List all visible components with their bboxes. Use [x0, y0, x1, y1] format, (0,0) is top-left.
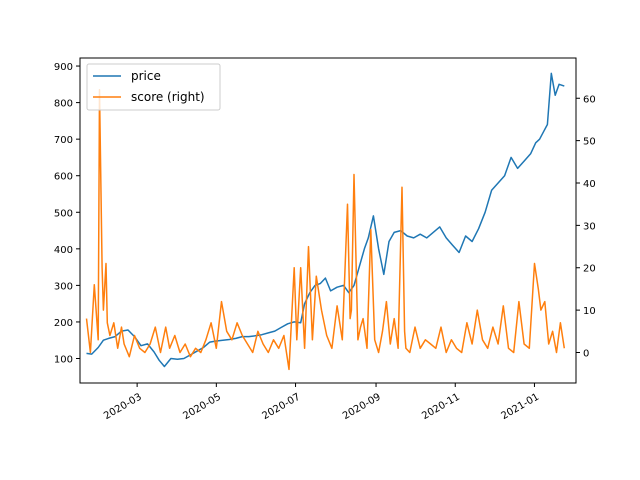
- y-tick-label: 800: [54, 99, 73, 110]
- x-tick-label: 2020-11: [420, 392, 462, 422]
- x-tick-label: 2020-09: [341, 392, 383, 422]
- y-tick-label: 300: [54, 281, 73, 292]
- x-tick-label: 2021-01: [499, 392, 541, 422]
- series-line-score: [85, 89, 566, 371]
- legend-label-price: price: [131, 69, 161, 83]
- x-tick-label: 2020-07: [261, 392, 303, 422]
- y-tick-label: 600: [54, 172, 73, 183]
- y-tick-label: 700: [54, 135, 73, 146]
- y2-tick-label: 20: [583, 264, 596, 275]
- y-tick-label: 200: [54, 318, 73, 329]
- legend: price score (right): [86, 63, 221, 111]
- y-tick-label: 900: [54, 62, 73, 73]
- y-tick-label: 400: [54, 245, 73, 256]
- y2-tick-label: 0: [583, 348, 589, 359]
- legend-label-score: score (right): [131, 90, 205, 104]
- x-tick-label: 2020-03: [102, 392, 144, 422]
- y2-tick-label: 40: [583, 179, 596, 190]
- y-tick-label: 100: [54, 355, 73, 366]
- y2-tick-label: 10: [583, 306, 596, 317]
- y-tick-label: 500: [54, 208, 73, 219]
- y2-tick-label: 50: [583, 137, 596, 148]
- series-lines: [85, 72, 566, 371]
- x-tick-label: 2020-05: [181, 392, 223, 422]
- y2-tick-label: 60: [583, 94, 596, 105]
- y2-tick-label: 30: [583, 221, 596, 232]
- plot-frame: [79, 57, 577, 384]
- series-line-price: [86, 72, 565, 368]
